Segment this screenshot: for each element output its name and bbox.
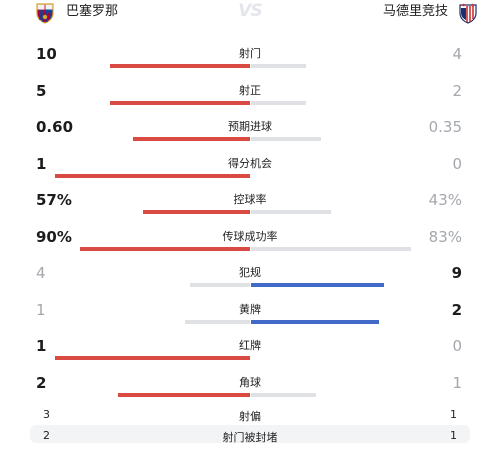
home-stat-bar: [110, 64, 250, 68]
stat-row[interactable]: 1 得分机会 0: [0, 154, 500, 190]
away-stat-bar: [251, 64, 306, 68]
stat-label: 射门: [239, 47, 261, 60]
home-stat-value: 57%: [36, 191, 72, 209]
away-stat-bar: [251, 101, 306, 105]
home-stat-bar: [117, 393, 250, 397]
home-stat-bar: [142, 210, 250, 214]
home-stat-bar: [185, 320, 250, 324]
home-stat-value: 90%: [36, 228, 72, 246]
stat-row[interactable]: 1 黄牌 2: [0, 300, 500, 336]
extra-stat-row[interactable]: 2 射门被封堵 1: [0, 426, 500, 450]
home-stat-bar: [80, 247, 250, 251]
home-stat-value: 1: [36, 155, 47, 173]
away-stat-value: 0.35: [428, 118, 462, 136]
stat-label: 黄牌: [239, 303, 261, 316]
home-stat-value: 1: [36, 301, 46, 319]
extra-stat-row[interactable]: 3 射偏 1: [0, 405, 500, 429]
stat-label: 预期进球: [228, 120, 272, 133]
match-header: 巴塞罗那 VS 马德里竞技: [0, 0, 500, 24]
home-stat-bar: [55, 356, 250, 360]
vs-label: VS: [238, 1, 262, 21]
stat-label: 射正: [239, 84, 261, 97]
home-team-name[interactable]: 巴塞罗那: [66, 4, 119, 19]
home-stat-value: 3: [43, 408, 50, 421]
away-stat-value: 0: [452, 155, 462, 173]
away-stat-bar: [251, 247, 411, 251]
stat-label: 射偏: [239, 410, 261, 423]
stat-row[interactable]: 5 射正 2: [0, 81, 500, 117]
away-stat-bar: [251, 393, 316, 397]
extra-row-band: [30, 425, 470, 443]
away-stat-value: 83%: [428, 228, 462, 246]
atletico-madrid-crest-icon: [459, 3, 477, 24]
stat-row[interactable]: 1 红牌 0: [0, 336, 500, 372]
stat-label: 红牌: [239, 339, 261, 352]
home-stat-bar: [190, 283, 250, 287]
barcelona-crest-icon: [36, 3, 54, 24]
away-stat-bar: [251, 283, 384, 287]
stat-label: 传球成功率: [222, 230, 278, 243]
home-stat-value: 2: [43, 429, 50, 442]
away-stat-value: 9: [451, 264, 462, 282]
stat-row[interactable]: 0.60 预期进球 0.35: [0, 117, 500, 153]
stat-row[interactable]: 10 射门 4: [0, 44, 500, 80]
home-stat-value: 4: [36, 264, 46, 282]
away-stat-value: 1: [452, 374, 462, 392]
home-stat-bar: [132, 137, 250, 141]
stat-row[interactable]: 4 犯规 9: [0, 263, 500, 299]
away-stat-value: 0: [452, 337, 462, 355]
home-stat-value: 2: [36, 374, 47, 392]
stat-row[interactable]: 90% 传球成功率 83%: [0, 227, 500, 263]
away-stat-bar: [251, 137, 321, 141]
stat-label: 射门被封堵: [222, 431, 278, 444]
stat-label: 得分机会: [228, 157, 272, 170]
stat-label: 犯规: [239, 266, 261, 279]
away-stat-value: 2: [452, 82, 462, 100]
stat-row[interactable]: 2 角球 1: [0, 373, 500, 409]
home-stat-bar: [55, 174, 250, 178]
away-team-name[interactable]: 马德里竞技: [382, 4, 448, 19]
away-stat-value: 43%: [428, 191, 462, 209]
home-stat-value: 1: [36, 337, 47, 355]
away-stat-bar: [251, 210, 331, 214]
home-stat-bar: [110, 101, 250, 105]
home-stat-value: 10: [36, 45, 57, 63]
home-stat-value: 5: [36, 82, 47, 100]
away-stat-value: 2: [451, 301, 462, 319]
home-stat-value: 0.60: [36, 118, 74, 136]
away-stat-value: 4: [452, 45, 462, 63]
stat-row[interactable]: 57% 控球率 43%: [0, 190, 500, 226]
stat-label: 控球率: [233, 193, 267, 206]
stat-label: 角球: [239, 376, 261, 389]
away-stat-value: 1: [450, 408, 457, 421]
away-stat-bar: [251, 320, 379, 324]
away-stat-value: 1: [450, 429, 457, 442]
